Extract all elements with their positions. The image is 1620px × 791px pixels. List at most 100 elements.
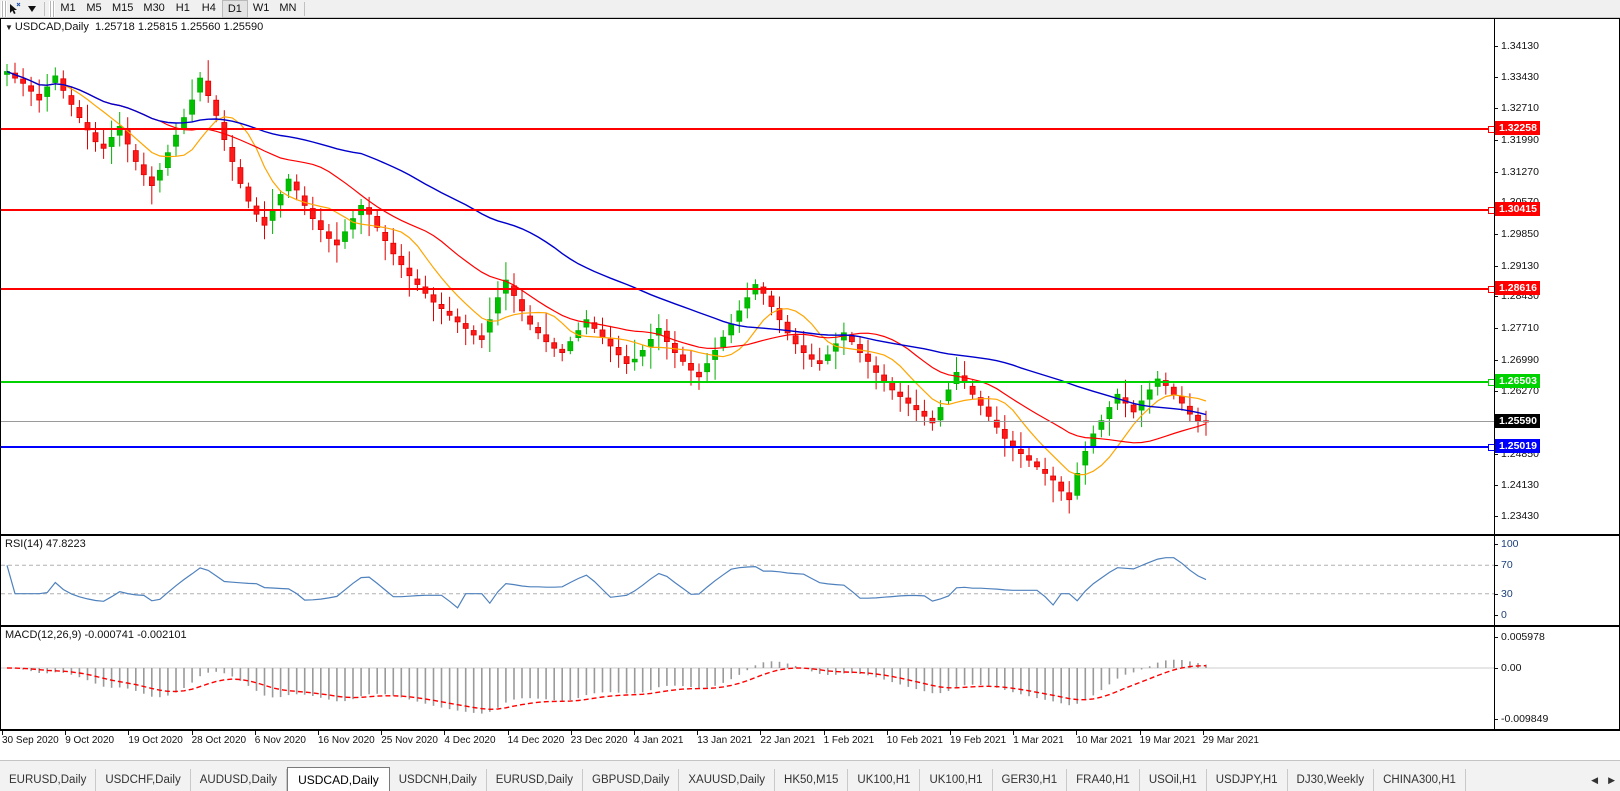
price-axis[interactable]: 1.341301.334301.327101.319901.312701.305… (1494, 19, 1619, 534)
rsi-plot-area[interactable] (1, 536, 1494, 625)
chevron-left-icon[interactable]: ◀ (1591, 774, 1599, 785)
toolbar-dropdown-icon[interactable] (23, 1, 41, 17)
ohlc-values: 1.25718 1.25815 1.25560 1.25590 (95, 21, 264, 33)
date-tick: 19 Mar 2021 (1139, 731, 1196, 746)
tab-scroll-controls: ◀ ▶ (1588, 769, 1620, 791)
date-tick: 13 Jan 2021 (697, 731, 752, 746)
rsi-tick: 0 (1495, 609, 1507, 621)
date-tick: 6 Nov 2020 (254, 731, 306, 746)
date-tick: 19 Oct 2020 (128, 731, 183, 746)
triangle-down-icon[interactable]: ▼ (5, 23, 13, 32)
price-chart-pane[interactable]: ▼ USDCAD,Daily 1.25718 1.25815 1.25560 1.… (0, 18, 1620, 535)
timeframe-mn[interactable]: MN (279, 2, 297, 14)
level-line-bar (1, 381, 1494, 384)
chart-tab-bar: EURUSD,Daily USDCHF,Daily AUDUSD,Daily USDC… (0, 760, 1620, 791)
chart-tab-usdcnh-daily[interactable]: USDCNH,Daily (390, 769, 487, 791)
date-tick: 28 Oct 2020 (191, 731, 246, 746)
level-line-handle[interactable] (1488, 444, 1494, 452)
rsi-tick: 100 (1495, 538, 1519, 550)
macd-tick: -0.009849 (1495, 713, 1548, 725)
macd-axis: 0.005978 0.00 -0.009849 (1494, 627, 1619, 729)
rsi-line-series (1, 557, 1494, 609)
price-tag-resistance-1: 1.32258 (1495, 121, 1540, 136)
level-line-handle[interactable] (1488, 126, 1494, 134)
chart-tab-uk100-h1[interactable]: UK100,H1 (848, 769, 921, 791)
date-tick: 4 Jan 2021 (634, 731, 684, 746)
level-line-handle[interactable] (1488, 286, 1494, 294)
level-line-bar (1, 288, 1494, 291)
timeframe-button-group: M1 M5 M15 M30 H1 H4 D1 W1 MN (55, 0, 301, 18)
price-plot-area[interactable] (1, 19, 1494, 534)
candlestick-series (4, 60, 1209, 514)
chart-tab-china300-h1[interactable]: CHINA300,H1 (1374, 769, 1466, 791)
chart-tab-usoil-h1[interactable]: USOil,H1 (1140, 769, 1207, 791)
timeframe-w1[interactable]: W1 (252, 2, 270, 14)
chart-tab-eurusd-daily[interactable]: EURUSD,Daily (487, 769, 584, 791)
timeframe-m5[interactable]: M5 (86, 2, 102, 14)
timeframe-m30[interactable]: M30 (143, 2, 165, 14)
chevron-right-icon[interactable]: ▶ (1608, 774, 1615, 785)
price-tag-support-green: 1.26503 (1495, 374, 1540, 389)
chart-tab-usdjpy-h1[interactable]: USDJPY,H1 (1207, 769, 1288, 791)
rsi-pane[interactable]: RSI(14) 47.8223 100 70 30 0 (0, 535, 1620, 626)
macd-pane[interactable]: MACD(12,26,9) -0.000741 -0.002101 0.0059… (0, 626, 1620, 730)
rsi-label: RSI(14) 47.8223 (5, 538, 86, 550)
chart-toolbar: M1 M5 M15 M30 H1 H4 D1 W1 MN (0, 0, 1620, 18)
price-tick: 1.24130 (1495, 479, 1539, 491)
price-tag-resistance-3: 1.28616 (1495, 281, 1540, 296)
price-tick: 1.32710 (1495, 102, 1539, 114)
level-line-bar (1, 209, 1494, 212)
date-tick: 29 Mar 2021 (1202, 731, 1259, 746)
price-tick: 1.31990 (1495, 134, 1539, 146)
price-tick: 1.31270 (1495, 166, 1539, 178)
macd-plot-area[interactable] (1, 627, 1494, 729)
date-tick: 10 Mar 2021 (1076, 731, 1133, 746)
price-tick: 1.33430 (1495, 71, 1539, 83)
timeframe-h1[interactable]: H1 (175, 2, 190, 14)
date-tick: 30 Sep 2020 (2, 731, 59, 746)
timeframe-d1[interactable]: D1 (221, 0, 248, 18)
date-tick: 4 Dec 2020 (444, 731, 496, 746)
symbol-label: USDCAD,Daily (14, 21, 89, 33)
toolbar-grip-icon[interactable] (1, 0, 7, 17)
price-tick: 1.34130 (1495, 40, 1539, 52)
date-tick: 14 Dec 2020 (507, 731, 564, 746)
chart-tab-uk100-h1[interactable]: UK100,H1 (920, 769, 993, 791)
price-tick: 1.26990 (1495, 354, 1539, 366)
rsi-tick: 70 (1495, 559, 1513, 571)
chart-tab-usdcad-daily[interactable]: USDCAD,Daily (287, 767, 390, 791)
chart-tab-dj30-weekly[interactable]: DJ30,Weekly (1288, 769, 1375, 791)
date-tick: 10 Feb 2021 (886, 731, 943, 746)
timeframe-grip-icon[interactable] (49, 0, 55, 17)
chart-tab-hk50-m15[interactable]: HK50,M15 (775, 769, 849, 791)
chart-tab-xauusd-daily[interactable]: XAUUSD,Daily (679, 769, 776, 791)
date-tick: 25 Nov 2020 (381, 731, 438, 746)
price-tick: 1.27710 (1495, 322, 1539, 334)
timeframe-m1[interactable]: M1 (60, 2, 76, 14)
timeframe-m15[interactable]: M15 (112, 2, 134, 14)
price-tick: 1.23430 (1495, 510, 1539, 522)
level-line-handle[interactable] (1488, 379, 1494, 387)
level-line-handle[interactable] (1488, 207, 1494, 215)
price-tick: 1.26270 (1495, 385, 1539, 397)
macd-tick: 0.005978 (1495, 631, 1545, 643)
rsi-tick: 30 (1495, 588, 1513, 600)
chart-tab-ger30-h1[interactable]: GER30,H1 (993, 769, 1068, 791)
chart-tab-audusd-daily[interactable]: AUDUSD,Daily (191, 769, 288, 791)
toolbar-divider (44, 1, 45, 16)
last-price-line-bar (1, 421, 1494, 423)
date-tick: 22 Jan 2021 (760, 731, 815, 746)
chart-tab-usdchf-daily[interactable]: USDCHF,Daily (96, 769, 191, 791)
chart-tab-eurusd-daily[interactable]: EURUSD,Daily (0, 769, 97, 791)
macd-histogram-series (1, 659, 1494, 714)
crosshair-cursor-icon[interactable] (7, 1, 23, 17)
level-line-bar (1, 128, 1494, 131)
price-tick: 1.29850 (1495, 228, 1539, 240)
last-price-tag: 1.25590 (1495, 414, 1540, 429)
chart-tab-fra40-h1[interactable]: FRA40,H1 (1067, 769, 1140, 791)
chart-tab-gbpusd-daily[interactable]: GBPUSD,Daily (583, 769, 680, 791)
timeframe-h4[interactable]: H4 (201, 2, 216, 14)
toolbar-divider-2 (304, 1, 306, 16)
level-line-bar (1, 446, 1494, 449)
